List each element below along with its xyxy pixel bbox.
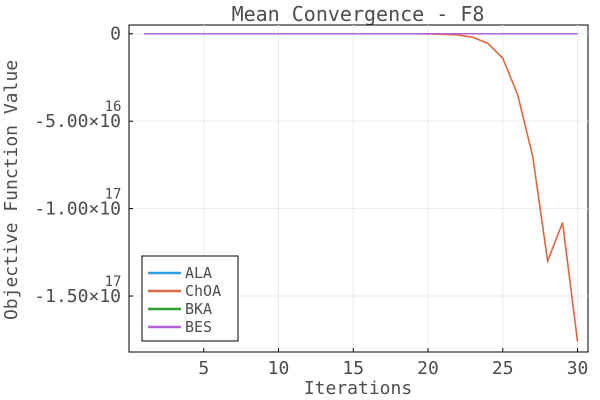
y-axis-label: Objective Function Value <box>1 60 22 320</box>
x-axis-ticks: 5 10 15 20 25 30 <box>198 348 588 379</box>
legend-label-ala: ALA <box>185 264 212 282</box>
y-tick-exponent: 17 <box>105 274 122 290</box>
legend-label-choa: ChOA <box>185 282 221 300</box>
y-tick-exponent: 16 <box>105 99 122 115</box>
y-tick-label: -5.00×10 <box>34 111 121 132</box>
legend-label-bes: BES <box>185 318 212 336</box>
x-tick-label: 15 <box>342 358 364 379</box>
series-layer <box>143 32 579 342</box>
x-tick-label: 30 <box>567 358 589 379</box>
y-tick-exponent: 17 <box>105 187 122 203</box>
y-tick-label: -1.00×10 <box>34 199 121 220</box>
x-axis-label: Iterations <box>304 378 412 399</box>
y-tick-label: -1.50×10 <box>34 286 121 307</box>
y-tick-label: 0 <box>110 24 121 45</box>
legend-box <box>141 255 239 342</box>
x-tick-label: 25 <box>492 358 514 379</box>
x-tick-label: 10 <box>268 358 290 379</box>
x-tick-label: 5 <box>198 358 209 379</box>
x-tick-label: 20 <box>417 358 439 379</box>
chart-title: Mean Convergence - F8 <box>232 2 485 26</box>
legend-label-bka: BKA <box>185 300 212 318</box>
